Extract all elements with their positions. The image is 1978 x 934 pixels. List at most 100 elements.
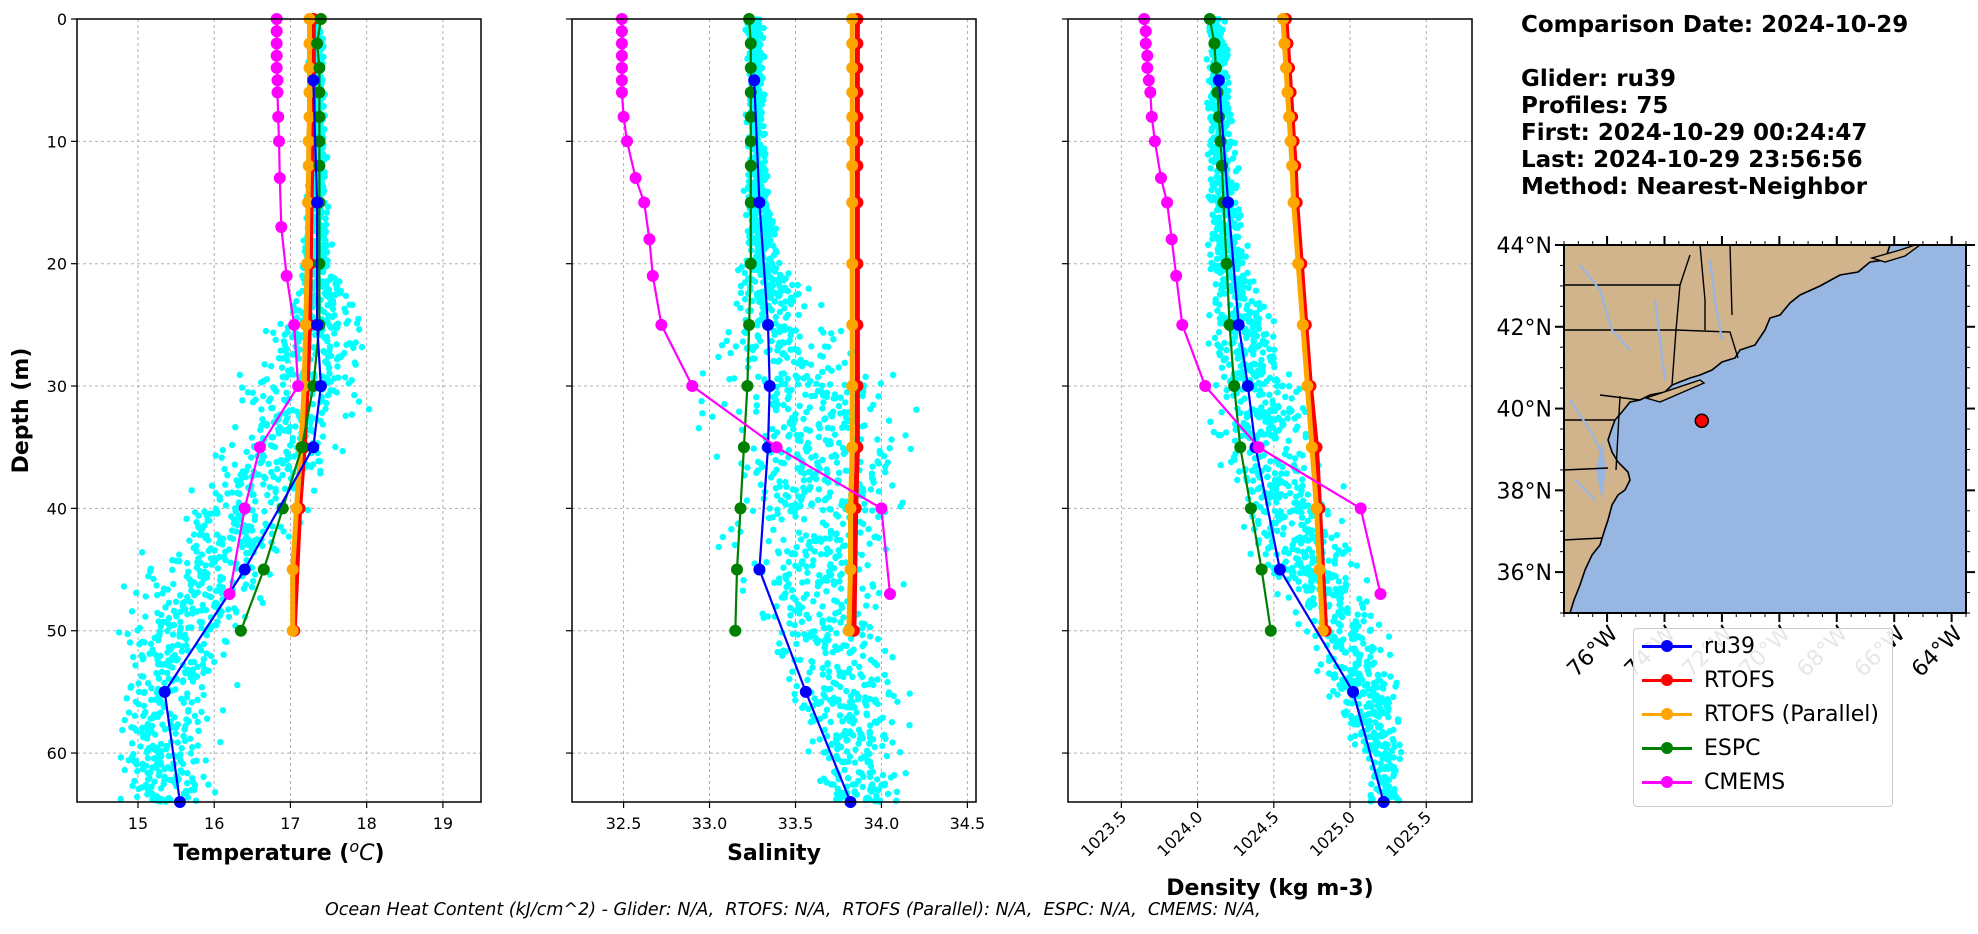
glider-point — [279, 355, 286, 362]
glider-point — [861, 753, 868, 760]
glider-point — [826, 381, 834, 388]
glider-point — [1218, 409, 1225, 416]
glider-point — [1333, 531, 1341, 539]
glider-point — [260, 378, 267, 385]
series-point — [615, 49, 628, 62]
glider-point — [140, 702, 148, 710]
glider-point — [874, 436, 881, 443]
glider-point — [778, 459, 785, 466]
series-point — [1283, 110, 1296, 123]
glider-point — [176, 592, 184, 599]
glider-point — [789, 630, 797, 637]
glider-point — [1256, 305, 1264, 313]
glider-point — [351, 391, 358, 399]
glider-point — [851, 659, 858, 667]
glider-point — [1345, 699, 1352, 707]
glider-point — [1325, 657, 1333, 664]
series-point — [1170, 269, 1183, 282]
glider-point — [811, 695, 818, 702]
glider-point — [819, 382, 826, 389]
glider-point — [832, 553, 839, 560]
glider-point — [806, 484, 813, 491]
glider-point — [1255, 379, 1263, 387]
glider-point — [164, 669, 171, 677]
glider-point — [875, 589, 883, 597]
glider-point — [1340, 483, 1347, 490]
series-point — [271, 86, 284, 99]
glider-point — [1235, 165, 1242, 172]
series-point — [799, 685, 812, 698]
glider-point — [235, 482, 242, 489]
x-axis-label: Temperature (oC) — [173, 837, 384, 866]
state-borders — [1564, 245, 1739, 541]
glider-point — [837, 645, 844, 652]
glider-point — [1217, 269, 1224, 276]
glider-point — [309, 401, 317, 408]
glider-point — [270, 329, 277, 336]
glider-point — [144, 755, 152, 762]
glider-point — [819, 671, 826, 678]
glider-point — [728, 526, 735, 533]
glider-point — [1282, 492, 1289, 500]
glider-point — [324, 203, 332, 210]
glider-point — [279, 471, 286, 479]
glider-point — [295, 338, 302, 345]
series-point — [1296, 318, 1309, 331]
glider-point — [211, 658, 218, 666]
glider-point — [795, 565, 803, 573]
series-point — [1139, 37, 1152, 50]
glider-point — [795, 529, 803, 536]
glider-point — [194, 742, 201, 749]
glider-point — [153, 582, 160, 589]
glider-point — [713, 453, 720, 460]
glider-point — [1363, 720, 1371, 727]
glider-point — [1295, 621, 1302, 628]
glider-point — [1252, 287, 1260, 294]
series-point — [292, 380, 305, 392]
glider-point — [189, 605, 196, 612]
glider-point — [755, 289, 762, 297]
glider-point — [1285, 371, 1293, 378]
glider-point — [162, 745, 170, 753]
glider-point — [820, 399, 827, 406]
glider-point — [1273, 382, 1281, 389]
glider-point — [1379, 755, 1386, 762]
glider-point — [867, 722, 874, 729]
glider-point — [754, 322, 761, 329]
glider-point — [780, 401, 787, 409]
glider-point — [1348, 714, 1355, 721]
glider-point — [800, 415, 807, 423]
glider-point — [249, 491, 256, 499]
glider-point — [317, 417, 324, 425]
glider-location-marker — [1694, 413, 1710, 429]
glider-point — [1342, 542, 1349, 549]
glider-point — [1216, 352, 1224, 359]
series-point — [1278, 37, 1291, 50]
glider-point — [268, 434, 275, 441]
glider-point — [861, 422, 868, 429]
glider-point — [788, 346, 795, 353]
glider-point — [1382, 749, 1389, 757]
glider-point — [847, 692, 855, 700]
glider-point — [268, 362, 275, 370]
glider-point — [1299, 405, 1307, 412]
glider-point — [161, 679, 168, 687]
glider-point — [322, 243, 330, 250]
glider-point — [1377, 646, 1384, 654]
glider-point — [762, 227, 769, 234]
series-point — [1161, 196, 1174, 209]
glider-point — [176, 558, 183, 565]
glider-point — [802, 391, 809, 398]
glider-point — [753, 394, 760, 401]
glider-point — [1265, 313, 1272, 320]
glider-point — [743, 497, 751, 504]
glider-point — [355, 398, 363, 405]
glider-point — [799, 359, 806, 366]
glider-point — [814, 373, 822, 381]
glider-point — [157, 747, 165, 755]
glider-point — [1271, 507, 1279, 515]
glider-point — [1207, 251, 1214, 258]
glider-point — [121, 766, 128, 774]
glider-point — [749, 346, 757, 354]
